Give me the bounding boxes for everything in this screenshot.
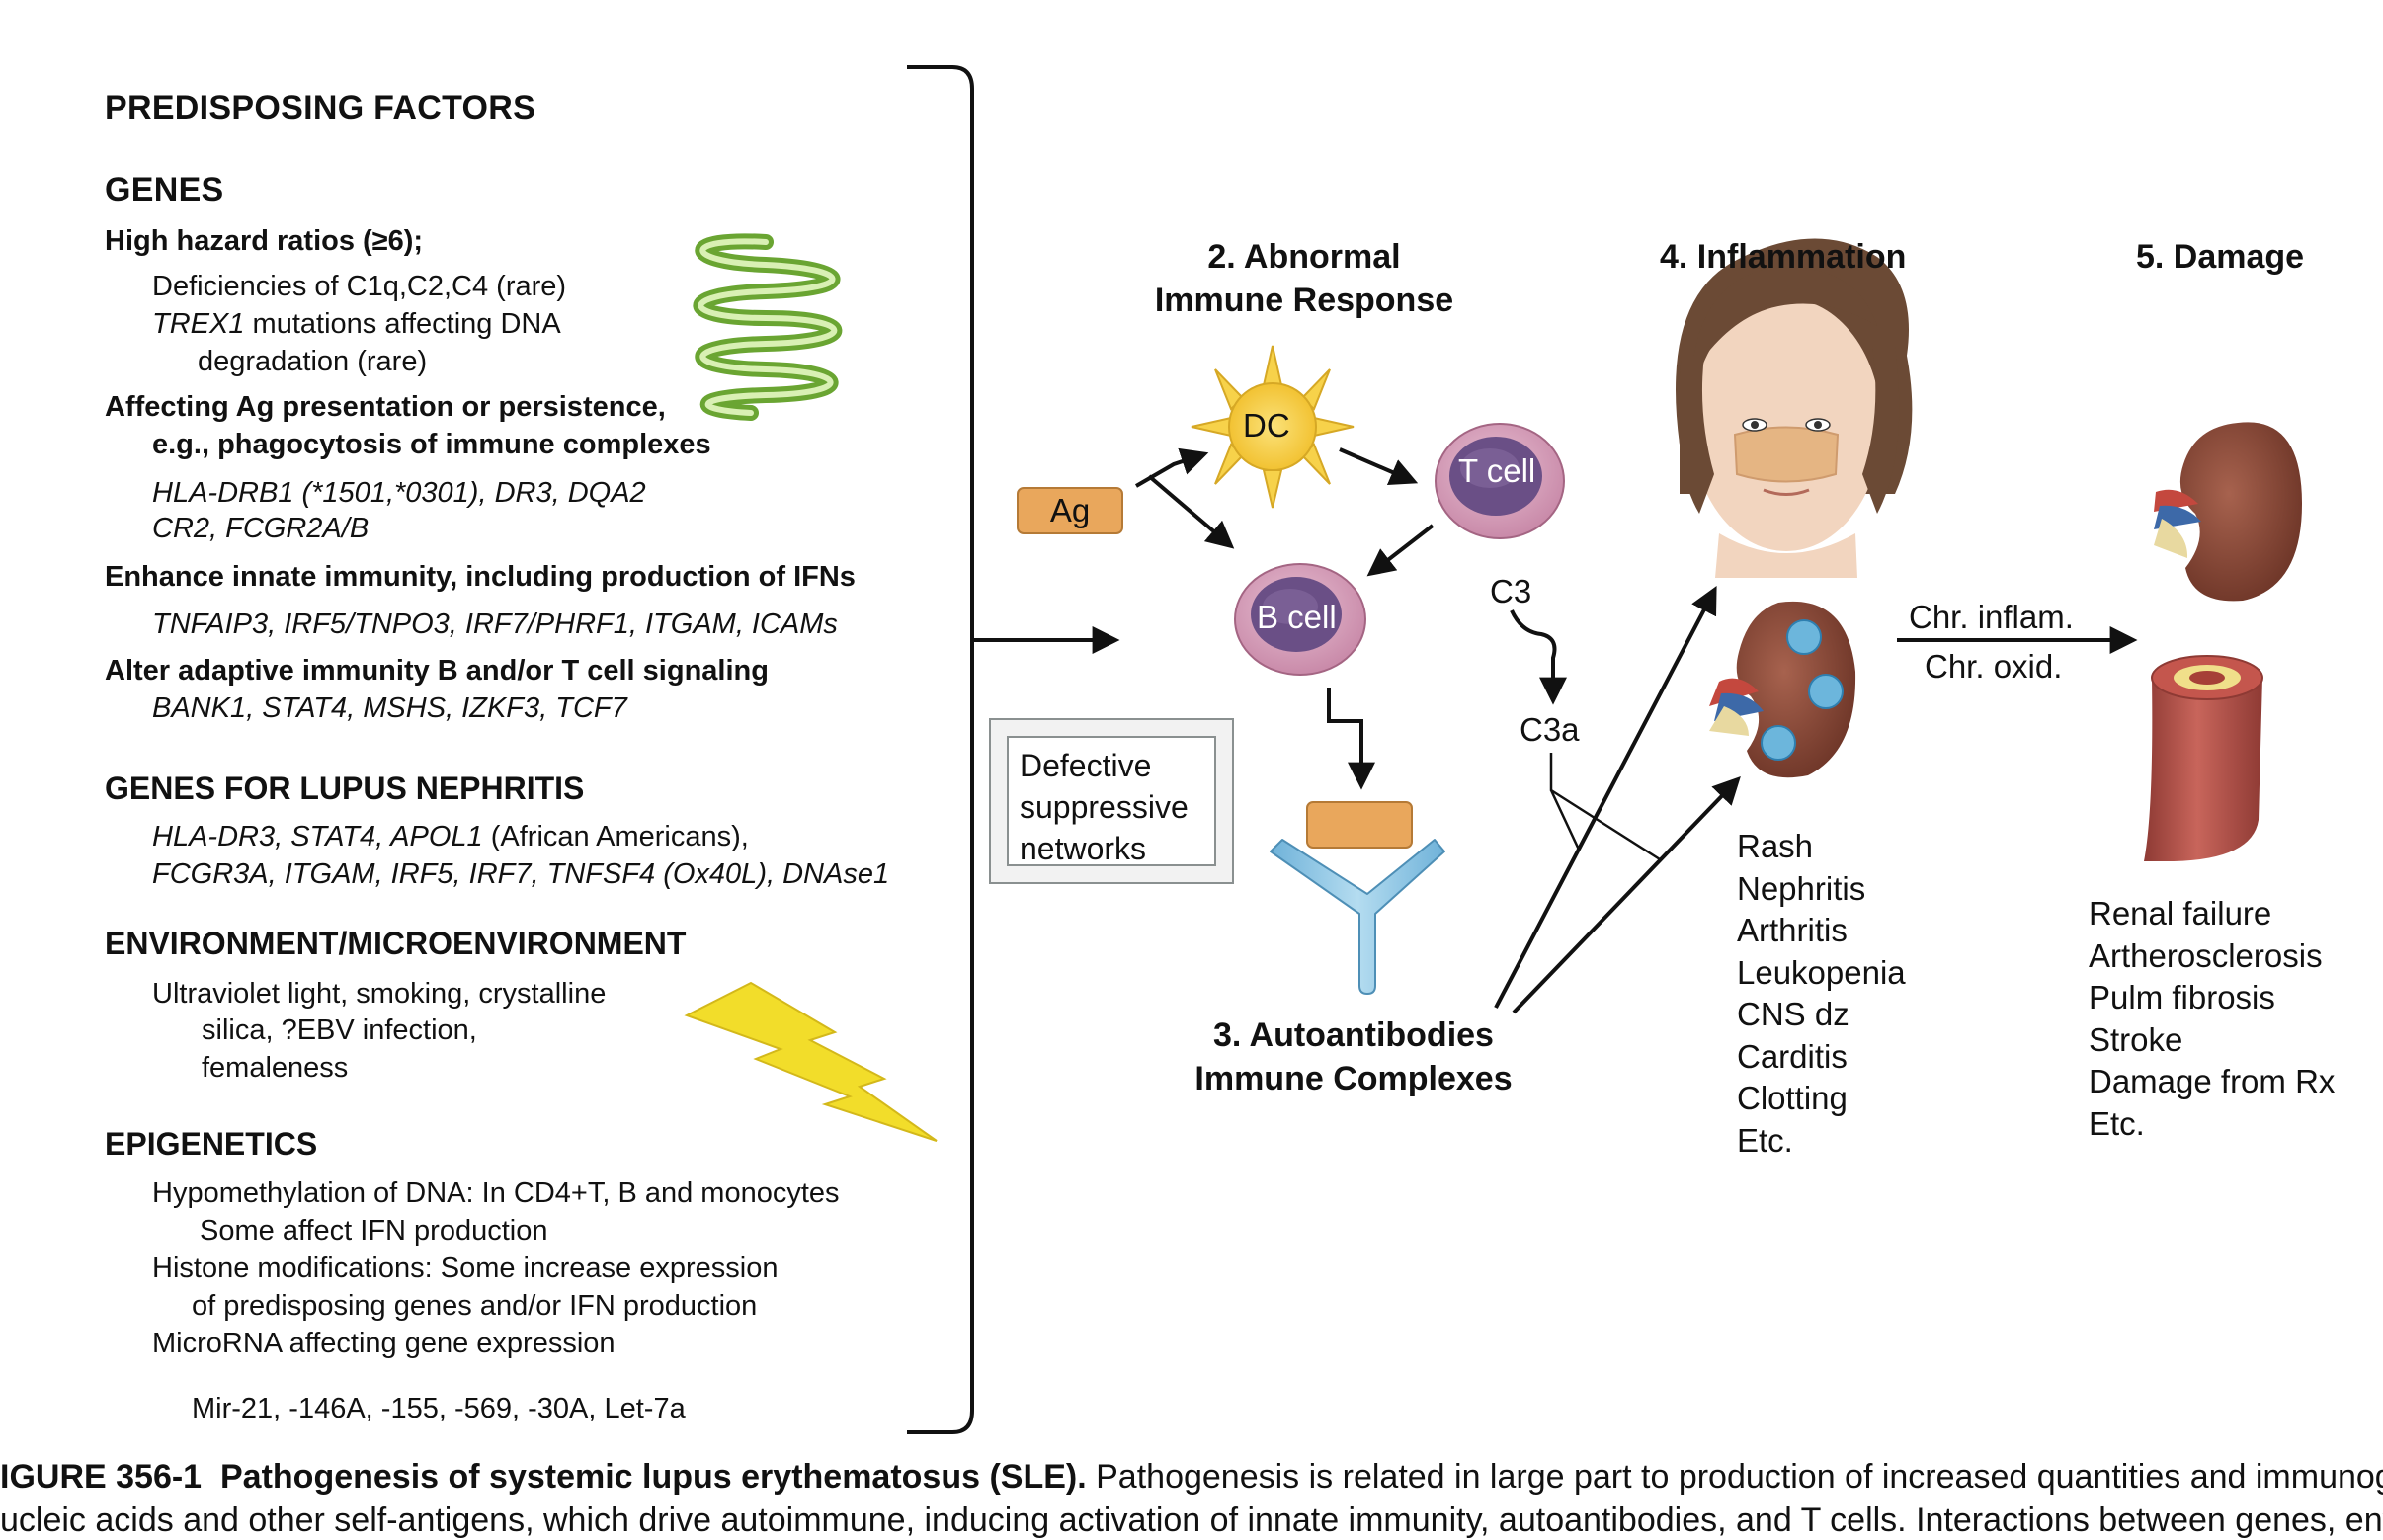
inflammation-title: 4. Inflammation: [1660, 238, 1907, 276]
dc-label: DC: [1243, 407, 1290, 444]
stage-2-line-2: Immune Response: [1154, 282, 1454, 319]
inflamed-kidney-icon: [1709, 601, 1856, 778]
chronic-oxidation-label: Chr. oxid.: [1925, 648, 2063, 685]
predisposing-factors-title: PREDISPOSING FACTORS: [105, 89, 536, 126]
nephritis-heading: GENES FOR LUPUS NEPHRITIS: [105, 770, 585, 806]
high-hazard-label: High hazard ratios (≥6);: [105, 225, 424, 257]
epigenetics-line-2: Some affect IFN production: [200, 1215, 548, 1247]
damage-title: 5. Damage: [2136, 238, 2305, 276]
lightning-icon: [684, 981, 938, 1142]
ag-genes-1: HLA-DRB1 (*1501,*0301), DR3, DQA2: [152, 477, 646, 509]
dc-cell-icon: [1191, 345, 1355, 509]
caption-line-1: IGURE 356-1 Pathogenesis of systemic lup…: [0, 1458, 2383, 1497]
epigenetics-line-6: Mir-21, -146A, -155, -569, -30A, Let-7a: [192, 1393, 686, 1424]
defective-box-inner: [1007, 736, 1216, 866]
damaged-kidney-icon: [2154, 422, 2302, 602]
t-cell-label: T cell: [1458, 452, 1536, 489]
ag-presentation-label-2: e.g., phagocytosis of immune complexes: [152, 429, 711, 460]
stage-3-line-1: 3. Autoantibodies: [1213, 1016, 1494, 1054]
bcell-to-antibody-arrow: [1327, 688, 1375, 790]
chronic-inflammation-label: Chr. inflam.: [1909, 599, 2074, 635]
inflammation-item: Clotting: [1737, 1080, 1848, 1116]
damage-item: Artherosclerosis: [2089, 936, 2323, 974]
t-cell-icon: [1435, 423, 1565, 539]
damage-item: Etc.: [2089, 1104, 2145, 1142]
damage-item: Pulm fibrosis: [2089, 979, 2275, 1015]
damage-item: Damage from Rx: [2089, 1063, 2336, 1099]
antibody-antigen-block: [1306, 801, 1413, 849]
stage-2-line-1: 2. Abnormal: [1207, 238, 1401, 276]
inflammation-item: Arthritis: [1737, 912, 1848, 948]
caption-text-1: Pathogenesis is related in large part to…: [1086, 1458, 2383, 1496]
epigenetics-line-3: Histone modifications: Some increase exp…: [152, 1253, 779, 1284]
adaptive-label: Alter adaptive immunity B and/or T cell …: [105, 655, 769, 687]
environment-line-3: femaleness: [202, 1052, 349, 1084]
trex1-gene: TREX1: [152, 308, 245, 340]
ag-presentation-label-1: Affecting Ag presentation or persistence…: [105, 391, 666, 423]
trex1-line: TREX1 mutations affecting DNA: [152, 305, 561, 343]
defective-line-2: suppressive: [1020, 789, 1189, 825]
epigenetics-line-4: of predisposing genes and/or IFN product…: [192, 1290, 758, 1322]
damage-item: Renal failure: [2089, 895, 2272, 932]
inflammation-item: Etc.: [1737, 1121, 1793, 1159]
b-cell-icon: [1234, 563, 1366, 676]
epigenetics-heading: EPIGENETICS: [105, 1126, 318, 1162]
environment-line-1: Ultraviolet light, smoking, crystalline: [152, 978, 607, 1010]
ag-genes-2: CR2, FCGR2A/B: [152, 513, 370, 544]
stage-2-title: 2. Abnormal Immune Response: [1126, 235, 1482, 322]
dna-coil-icon: [693, 233, 843, 421]
damage-list: Renal failure Artherosclerosis Pulm fibr…: [2089, 893, 2335, 1145]
defective-line-3: networks: [1020, 831, 1147, 866]
epigenetics-line-5: MicroRNA affecting gene expression: [152, 1328, 616, 1359]
tcell-to-bcell-arrow: [1366, 524, 1435, 577]
c3-to-c3a-arrow: [1510, 609, 1567, 705]
inflammation-item: Rash: [1737, 828, 1814, 864]
defective-label: Defective suppressive networks: [1020, 745, 1189, 869]
c3-label: C3: [1490, 573, 1532, 609]
environment-line-2: silica, ?EBV infection,: [202, 1014, 477, 1046]
antibody-icon: [1270, 839, 1445, 995]
genes-heading: GENES: [105, 171, 224, 208]
innate-label: Enhance innate immunity, including produ…: [105, 561, 856, 593]
caption-title: Pathogenesis of systemic lupus erythemat…: [220, 1458, 1087, 1496]
inflammation-item: Nephritis: [1737, 869, 1866, 907]
inflammation-item: Carditis: [1737, 1037, 1848, 1075]
inflammation-item: Leukopenia: [1737, 953, 1906, 991]
caption-figure-label: IGURE 356-1: [0, 1458, 203, 1496]
trex1-text: mutations affecting DNA: [252, 308, 561, 340]
artery-icon: [2144, 655, 2263, 861]
nephritis-genes-2: FCGR3A, ITGAM, IRF5, IRF7, TNFSF4 (Ox40L…: [152, 858, 890, 890]
inflammation-item: CNS dz: [1737, 996, 1849, 1032]
nephritis-genes-1-note: (African Americans),: [482, 821, 749, 852]
nephritis-genes-1-italic: HLA-DR3, STAT4, APOL1: [152, 821, 483, 852]
c3a-connector-2: [1549, 789, 1581, 851]
deficiencies-line: Deficiencies of C1q,C2,C4 (rare): [152, 271, 567, 302]
ag-arrow-up: [1134, 447, 1209, 488]
ag-arrow-down: [1147, 474, 1235, 549]
to-face-arrow: [1494, 586, 1717, 1009]
b-cell-label: B cell: [1257, 599, 1337, 635]
inflammation-list: Rash Nephritis Arthritis Leukopenia CNS …: [1737, 826, 1906, 1162]
ag-box: [1017, 487, 1123, 534]
dc-to-tcell-arrow: [1339, 447, 1419, 485]
defective-line-1: Defective: [1020, 748, 1152, 783]
c3a-connector: [1549, 753, 1661, 861]
adaptive-genes: BANK1, STAT4, MSHS, IZKF3, TCF7: [152, 692, 627, 724]
bracket: [907, 65, 974, 1434]
stage-3-line-2: Immune Complexes: [1194, 1060, 1513, 1097]
ag-label: Ag: [1049, 492, 1091, 528]
stage-3-title: 3. Autoantibodies Immune Complexes: [1166, 1013, 1541, 1100]
degradation-line: degradation (rare): [198, 346, 428, 377]
epigenetics-line-1: Hypomethylation of DNA: In CD4+T, B and …: [152, 1177, 840, 1209]
nephritis-genes-1: HLA-DR3, STAT4, APOL1 (African Americans…: [152, 818, 749, 855]
damage-item: Stroke: [2089, 1020, 2183, 1058]
face-icon: [1676, 238, 1913, 578]
c3a-label: C3a: [1520, 711, 1580, 748]
to-kidney-arrow: [1512, 775, 1741, 1014]
environment-heading: ENVIRONMENT/MICROENVIRONMENT: [105, 926, 687, 961]
innate-genes: TNFAIP3, IRF5/TNPO3, IRF7/PHRF1, ITGAM, …: [152, 608, 838, 640]
